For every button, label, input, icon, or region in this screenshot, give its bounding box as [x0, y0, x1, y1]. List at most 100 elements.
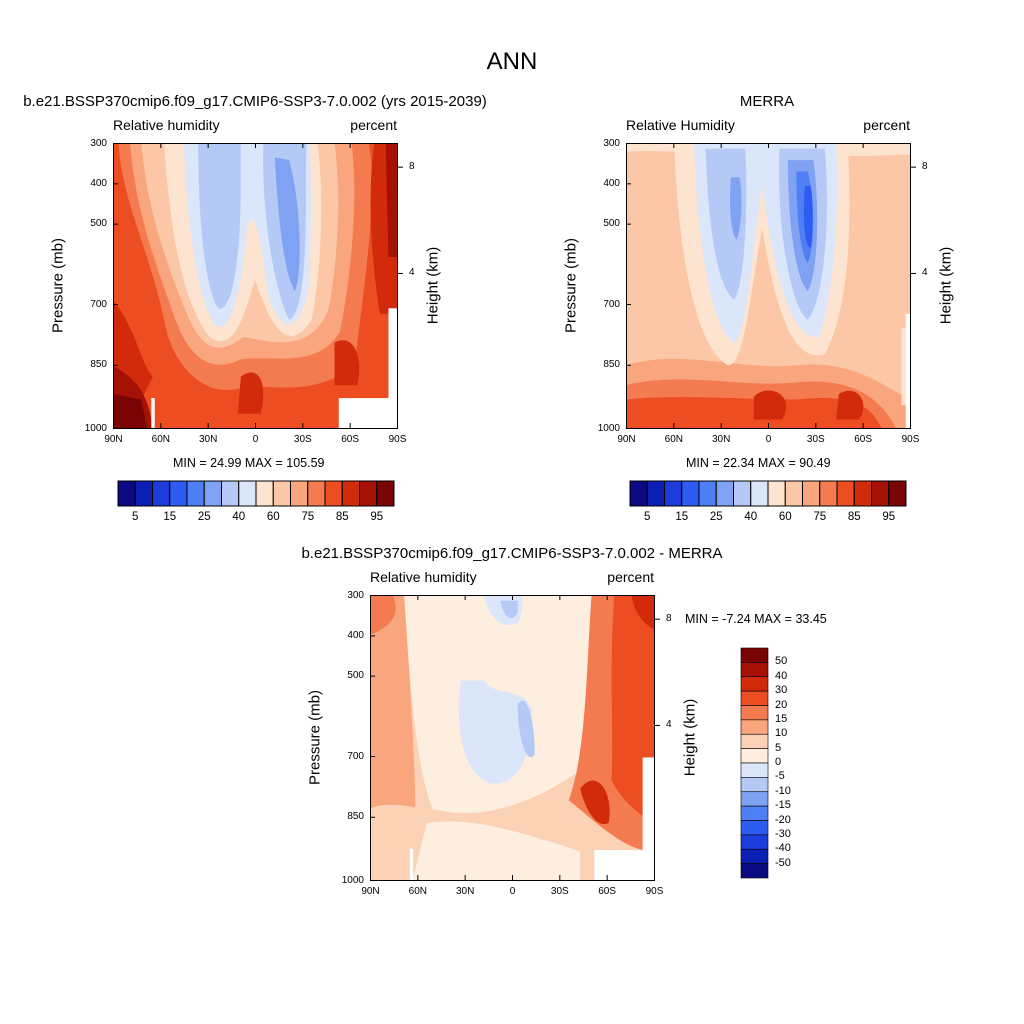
diff-height-tick-label: 4 [666, 719, 672, 731]
obs-x-tick-label: 0 [765, 434, 772, 445]
diff-colorbar-label: 5 [775, 741, 782, 754]
obs-colorbar-swatch [767, 480, 786, 507]
obs-x-tick-label: 90N [617, 434, 636, 445]
obs-colorbar-swatch [681, 480, 700, 507]
obs-colorbar-swatch [871, 480, 890, 507]
obs-colorbar [629, 480, 907, 507]
model-colorbar-label: 5 [132, 511, 139, 523]
diff-colorbar-label: -20 [775, 813, 791, 826]
diff-colorbar-swatch [740, 863, 769, 879]
diff-colorbar-label: -40 [775, 842, 791, 855]
diff-colorbar-label: 10 [775, 727, 788, 740]
diff-colorbar-swatch [740, 791, 769, 807]
model-colorbar [117, 480, 395, 507]
diff-colorbar-label: -50 [775, 856, 791, 869]
model-colorbar-swatch [324, 480, 343, 507]
diff-variable-label: Relative humidity [370, 569, 477, 585]
model-colorbar-swatch [152, 480, 171, 507]
model-colorbar-swatch [221, 480, 240, 507]
diff-colorbar-swatch [740, 820, 769, 836]
model-y-tick-label: 500 [90, 218, 107, 230]
model-colorbar-swatch [272, 480, 291, 507]
model-x-tick-label: 60N [151, 434, 170, 445]
diff-y-tick-label: 850 [347, 811, 364, 823]
model-colorbar-label: 85 [335, 511, 349, 523]
obs-x-tick-label: 60S [854, 434, 873, 445]
obs-y-tick-label: 400 [603, 177, 620, 189]
model-colorbar-swatch [341, 480, 360, 507]
diff-colorbar [740, 647, 769, 879]
diff-colorbar-label: -30 [775, 827, 791, 840]
obs-variable-label: Relative Humidity [626, 117, 735, 133]
obs-x-tick-label: 60N [664, 434, 683, 445]
diff-colorbar-swatch [740, 662, 769, 678]
diff-x-tick-label: 30N [455, 886, 475, 897]
diff-units-label: percent [607, 569, 654, 585]
diff-colorbar-swatch [740, 690, 769, 706]
diff-colorbar-swatch [740, 777, 769, 793]
model-colorbar-swatch [238, 480, 257, 507]
obs-colorbar-swatch [836, 480, 855, 507]
model-x-tick-label: 30N [198, 434, 218, 445]
obs-colorbar-swatch [802, 480, 821, 507]
model-colorbar-label: 40 [232, 511, 246, 523]
model-x-tick-label: 30S [293, 434, 312, 445]
diff-colorbar-label: 0 [775, 756, 782, 768]
diff-colorbar-swatch [740, 705, 769, 721]
diff-y-tick-label: 300 [347, 589, 364, 601]
model-colorbar-label: 95 [370, 511, 384, 523]
diff-height-axis-label: Height (km) [681, 698, 699, 776]
obs-y-tick-label: 300 [603, 137, 620, 149]
model-colorbar-swatch [290, 480, 309, 507]
model-y-tick-label: 850 [90, 359, 107, 371]
model-y-tick-label: 400 [90, 177, 107, 189]
model-colorbar-swatch [376, 480, 395, 507]
diff-colorbar-label: 50 [775, 655, 788, 668]
diff-x-tick-label: 60N [408, 886, 427, 897]
model-colorbar-label: 15 [163, 511, 177, 523]
obs-colorbar-swatch [646, 480, 665, 507]
model-contour-field [113, 143, 403, 429]
model-panel-title: b.e21.BSSP370cmip6.f09_g17.CMIP6-SSP3-7.… [23, 93, 487, 110]
obs-colorbar-swatch [888, 480, 907, 507]
obs-x-tick-label: 30S [806, 434, 825, 445]
model-colorbar-swatch [307, 480, 326, 507]
diff-x-tick-label: 90N [361, 886, 380, 897]
diff-height-tick-label: 8 [666, 613, 672, 625]
model-y-axis-label: Pressure (mb) [49, 237, 67, 333]
diff-y-tick-label: 400 [347, 629, 364, 641]
diff-colorbar-swatch [740, 748, 769, 764]
diff-contour-field [370, 595, 660, 881]
model-colorbar-label: 60 [266, 511, 280, 523]
model-colorbar-label: 25 [197, 511, 211, 523]
model-variable-label: Relative humidity [113, 117, 220, 133]
diff-colorbar-swatch [740, 762, 769, 778]
diff-colorbar-swatch [740, 733, 769, 749]
diff-colorbar-label: 20 [775, 698, 788, 711]
model-y-tick-label: 700 [90, 298, 107, 310]
diff-y-axis-label: Pressure (mb) [306, 689, 324, 785]
diff-x-tick-label: 0 [509, 886, 516, 897]
diff-colorbar-swatch [740, 805, 769, 821]
obs-y-tick-label: 1000 [597, 422, 620, 434]
obs-colorbar-swatch [698, 480, 717, 507]
main-title: ANN [486, 48, 538, 75]
model-colorbar-swatch [117, 480, 136, 507]
obs-y-tick-label: 500 [603, 218, 620, 230]
obs-x-tick-label: 30N [711, 434, 731, 445]
diff-colorbar-swatch [740, 647, 769, 663]
model-x-tick-label: 0 [252, 434, 259, 445]
obs-contour-field [626, 143, 916, 429]
diff-colorbar-label: 40 [775, 669, 788, 682]
obs-colorbar-swatch [819, 480, 838, 507]
diff-x-tick-label: 60S [598, 886, 617, 897]
obs-height-tick-label: 8 [922, 161, 928, 173]
diff-colorbar-label: -5 [775, 770, 785, 783]
obs-colorbar-swatch [784, 480, 803, 507]
diff-y-tick-label: 500 [347, 670, 364, 682]
model-y-tick-label: 1000 [84, 422, 107, 434]
obs-colorbar-swatch [853, 480, 872, 507]
obs-x-tick-label: 90S [901, 434, 920, 445]
diff-colorbar-swatch [740, 676, 769, 692]
model-colorbar-label: 75 [301, 511, 315, 523]
